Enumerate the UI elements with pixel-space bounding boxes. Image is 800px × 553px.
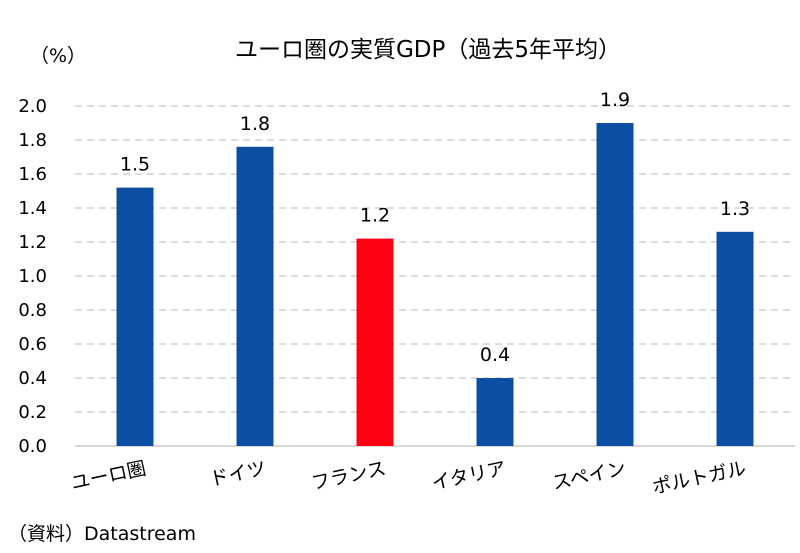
bar [716,231,754,446]
chart-title: ユーロ圏の実質GDP（過去5年平均） [235,37,621,63]
bars [116,123,754,447]
y-tick-label: 0.6 [18,334,47,355]
category-label: フランス [309,457,388,494]
category-label: イタリア [430,457,508,494]
data-labels: 1.5 1.8 1.2 0.4 1.9 1.3 [120,89,750,366]
category-label: ユーロ圏 [69,457,148,494]
category-label: ドイツ [208,457,268,490]
unit-label: （%） [30,45,86,67]
bar [116,187,154,446]
data-label: 1.8 [240,113,270,135]
data-label: 1.5 [120,154,150,176]
y-tick-label: 1.2 [18,232,47,253]
data-label: 1.9 [600,89,630,111]
category-label: ポルトガル [651,457,749,498]
data-label: 0.4 [480,344,510,366]
y-tick-label: 0.4 [18,368,47,389]
bar [596,123,634,446]
data-label: 1.2 [360,205,390,227]
gridlines [75,105,795,413]
data-label: 1.3 [720,198,750,220]
source-note: （資料）Datastream [8,523,196,545]
category-label: スペイン [550,457,628,494]
y-tick-label: 1.6 [18,164,47,185]
y-tick-label: 0.8 [18,300,47,321]
y-tick-label: 0.0 [18,436,47,457]
y-tick-label: 1.0 [18,266,47,287]
y-tick-label: 1.8 [18,130,47,151]
bar [236,146,274,447]
y-axis-ticks: 0.0 0.2 0.4 0.6 0.8 1.0 1.2 1.4 1.6 1.8 2.0 [18,96,47,457]
bar [356,238,394,446]
bar [476,378,514,446]
category-labels: ユーロ圏 ドイツ フランス イタリア スペイン ポルトガル [69,457,748,498]
y-tick-label: 0.2 [18,402,47,423]
y-tick-label: 1.4 [18,198,47,219]
y-tick-label: 2.0 [18,96,47,117]
